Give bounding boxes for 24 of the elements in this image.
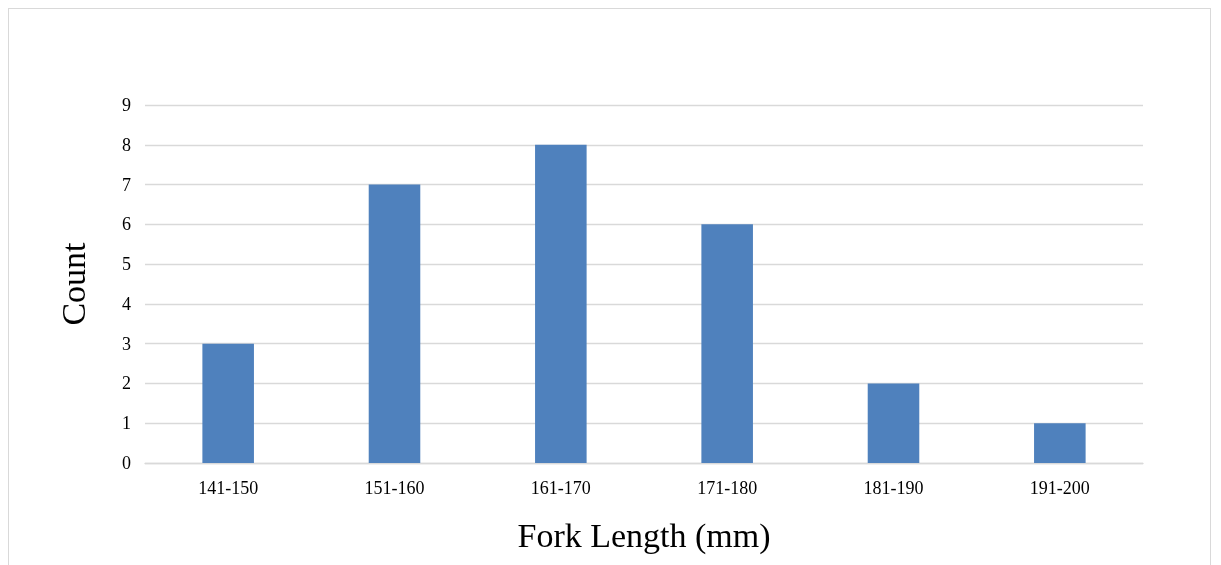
y-tick-label: 1 [122,413,131,434]
y-tick-label: 6 [122,214,131,235]
x-axis-title: Fork Length (mm) [517,516,771,555]
bar [535,144,587,463]
y-tick-label: 7 [122,174,131,195]
x-tick-label: 181-190 [863,478,924,498]
x-tick-label: 141-150 [198,478,259,498]
y-tick-label: 9 [122,95,131,115]
y-tick-label: 3 [122,333,131,354]
x-tick-label: 191-200 [1029,478,1090,498]
y-tick-label: 4 [122,293,131,314]
bar [1034,423,1086,463]
y-tick-label: 8 [122,134,131,155]
x-tick-label: 161-170 [530,478,591,498]
bar [867,383,920,463]
y-tick-label: 0 [122,453,131,473]
y-tick-label: 5 [122,254,131,275]
y-tick-label: 2 [122,373,131,394]
bar [202,343,254,463]
x-tick-label: 151-160 [364,478,425,498]
bar [368,184,421,463]
y-axis-title: Count [54,241,92,326]
x-tick-label: 171-180 [697,478,758,498]
bar [701,224,753,463]
